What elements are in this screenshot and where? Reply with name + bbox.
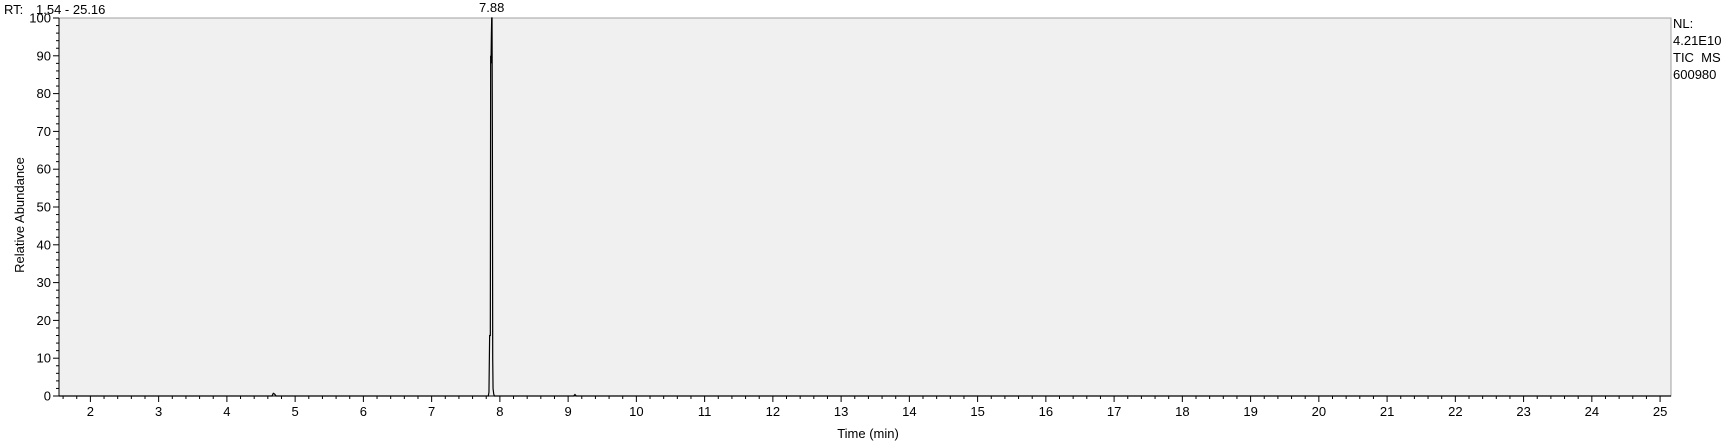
y-tick-label: 90 [37, 48, 51, 63]
y-tick-label: 30 [37, 275, 51, 290]
file-id: 600980 [1673, 67, 1716, 82]
plot-area [58, 17, 1672, 397]
x-tick-label: 23 [1516, 404, 1530, 419]
x-tick-label: 2 [87, 404, 94, 419]
x-tick-label: 20 [1312, 404, 1326, 419]
scan-type: TIC MS [1673, 50, 1721, 65]
x-tick-label: 14 [902, 404, 916, 419]
y-tick-label: 60 [37, 162, 51, 177]
y-axis-label: Relative Abundance [12, 157, 27, 273]
y-tick-label: 80 [37, 86, 51, 101]
y-tick-label: 40 [37, 237, 51, 252]
x-tick-label: 15 [970, 404, 984, 419]
x-tick-label: 6 [360, 404, 367, 419]
x-tick-label: 21 [1380, 404, 1394, 419]
x-tick-label: 19 [1243, 404, 1257, 419]
info-panel: NL: 4.21E10 TIC MS 600980 [1673, 16, 1721, 82]
x-tick-label: 11 [698, 404, 712, 419]
x-axis-label: Time (min) [837, 426, 899, 441]
y-tick-label: 70 [37, 124, 51, 139]
x-tick-label: 4 [223, 404, 230, 419]
x-tick-label: 3 [155, 404, 162, 419]
x-tick-label: 8 [496, 404, 503, 419]
nl-value: 4.21E10 [1673, 33, 1721, 48]
nl-label: NL: [1673, 16, 1693, 31]
x-tick-label: 24 [1585, 404, 1599, 419]
y-tick-label: 50 [37, 200, 51, 215]
chart-header: RT: 1.54 - 25.16 [4, 2, 105, 17]
x-tick-label: 10 [629, 404, 643, 419]
x-tick-label: 9 [565, 404, 572, 419]
x-tick-label: 7 [428, 404, 435, 419]
x-tick-label: 12 [766, 404, 780, 419]
peak-annotations: 7.88 [479, 0, 504, 15]
series-layer [59, 17, 1671, 397]
x-tick-label: 25 [1653, 404, 1667, 419]
x-tick-label: 5 [292, 404, 299, 419]
x-tick-label: 17 [1107, 404, 1121, 419]
y-tick-label: 10 [37, 351, 51, 366]
y-tick-label: 100 [29, 11, 51, 26]
rt-range-value: 1.54 - 25.16 [36, 2, 105, 17]
x-tick-label: 18 [1175, 404, 1189, 419]
peak-label: 7.88 [479, 0, 504, 15]
y-tick-label: 20 [37, 313, 51, 328]
y-tick-label: 0 [44, 389, 51, 404]
x-tick-label: 22 [1448, 404, 1462, 419]
rt-label: RT: [4, 2, 23, 17]
tic-trace [59, 17, 1671, 397]
x-tick-label: 16 [1039, 404, 1053, 419]
x-tick-label: 13 [834, 404, 848, 419]
plot-background [58, 17, 1672, 397]
